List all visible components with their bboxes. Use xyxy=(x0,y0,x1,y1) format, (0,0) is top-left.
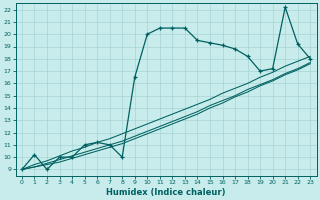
X-axis label: Humidex (Indice chaleur): Humidex (Indice chaleur) xyxy=(106,188,226,197)
